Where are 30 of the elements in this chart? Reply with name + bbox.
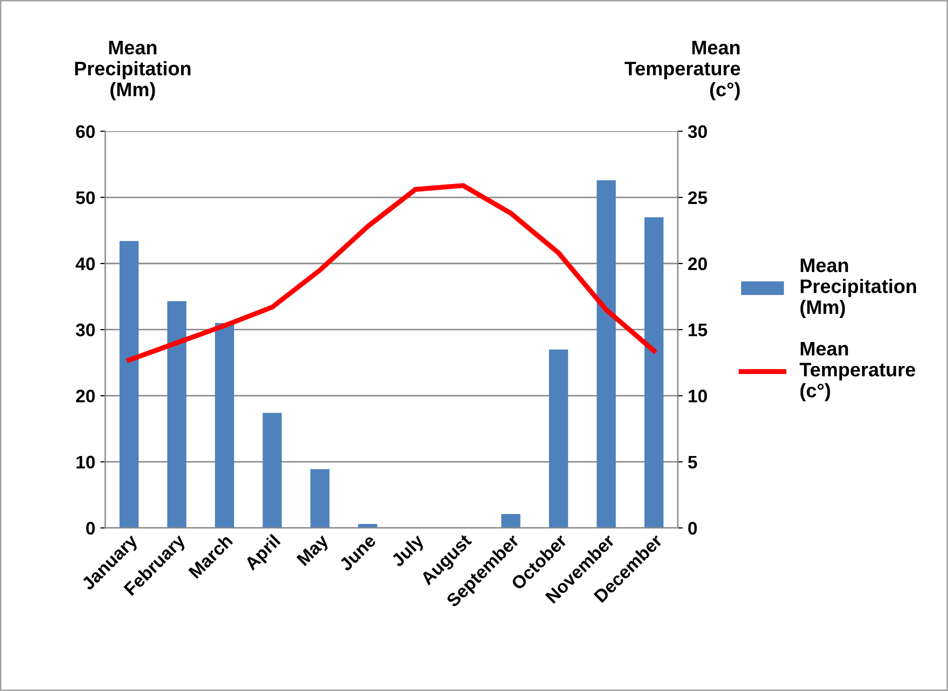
y2-tick-label: 0	[688, 522, 697, 535]
y-tick-label: 10	[76, 456, 95, 469]
y-tick-label: 40	[76, 257, 95, 270]
line-series	[126, 183, 656, 362]
y-tick-label: 60	[76, 125, 95, 138]
x-tick-label: July	[390, 532, 428, 570]
legend-label: Mean Temperature (c°)	[800, 342, 916, 402]
bar	[214, 322, 234, 528]
bar	[644, 217, 664, 528]
y2-tick-label: 15	[688, 324, 708, 336]
y2-axis-title: Mean Temperature (c°)	[624, 40, 740, 100]
bar	[548, 349, 568, 528]
y2-tick-label: 5	[688, 456, 698, 469]
y-tick-label: 20	[76, 390, 95, 402]
bar	[501, 514, 520, 528]
x-tick-label: May	[296, 533, 332, 569]
bar	[310, 469, 330, 528]
y-tick-label: 30	[76, 324, 95, 336]
bar	[120, 241, 139, 528]
legend-label: Mean Precipitation (Mm)	[800, 258, 916, 318]
y2-tick-label: 20	[688, 257, 707, 270]
y2-tick-label: 30	[688, 125, 707, 138]
y-axis-title: Mean Precipitation (Mm)	[75, 40, 190, 100]
y-tick-label: 0	[86, 522, 95, 535]
y-tick-label: 50	[76, 191, 95, 204]
y2-tick-label: 25	[688, 191, 708, 204]
bar	[262, 412, 282, 528]
bar	[167, 301, 186, 528]
y2-tick-label: 10	[688, 390, 707, 402]
bar	[596, 180, 616, 528]
